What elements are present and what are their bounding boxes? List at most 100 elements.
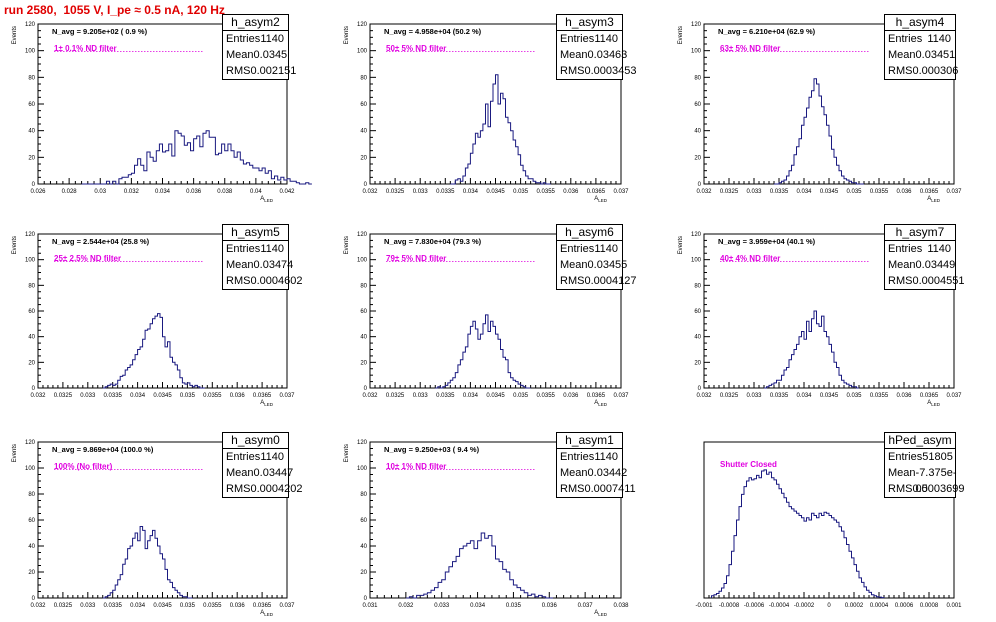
stat-row: Entries 1140 <box>885 241 955 257</box>
stats-box-h_asym6: h_asym6 Entries 1140 Mean 0.03455 RMS 0.000412… <box>556 224 636 290</box>
x-tick-label: 0.033 <box>80 603 96 609</box>
x-tick-label: 0.033 <box>413 393 429 399</box>
y-tick-label: 0 <box>32 596 36 602</box>
x-tick-label: 0.033 <box>434 603 450 609</box>
stat-value: 0.0004602 <box>250 275 303 287</box>
x-tick-label: 0.034 <box>796 189 812 195</box>
stat-key: Entries <box>560 243 595 255</box>
x-tick-label: 0.0345 <box>153 393 172 399</box>
stat-row: Entries 1140 <box>223 31 288 47</box>
y-tick-label: 80 <box>360 492 367 498</box>
stats-box-h_asym7: h_asym7 Entries 1140 Mean 0.03449 RMS 0.000455… <box>884 224 964 290</box>
x-tick-label: 0.0345 <box>486 393 505 399</box>
stat-row: Entries 1140 <box>557 241 622 257</box>
x-tick-label: 0.038 <box>217 189 233 195</box>
y-tick-label: 80 <box>28 283 35 289</box>
stats-box-h_asym0: h_asym0 Entries 1140 Mean 0.03447 RMS 0.000420… <box>222 432 302 498</box>
histogram-line <box>405 532 553 599</box>
x-tick-label: 0.0365 <box>253 393 272 399</box>
histogram-panel-h_asym1: 0.031 0.032 0.033 0.034 0.035 0.036 0.037 0.038… <box>344 440 629 617</box>
filter-label: 63± 5% ND filter <box>720 44 780 53</box>
x-tick-label: 0.036 <box>896 189 912 195</box>
x-tick-label: 0.0325 <box>54 603 73 609</box>
y-tick-label: 40 <box>28 335 35 341</box>
stat-value: 0.0003453 <box>584 65 637 77</box>
stat-value: 0.000306 <box>912 65 959 77</box>
filter-label: 10± 1% ND filter <box>386 462 446 471</box>
x-tick-label: 0.032 <box>124 189 140 195</box>
x-tick-label: 0.034 <box>463 393 479 399</box>
x-tick-label: 0.032 <box>30 603 46 609</box>
stat-row: RMS 0.0003453 <box>557 63 636 79</box>
x-tick-label: 0.042 <box>279 189 295 195</box>
x-tick-label: 0.0325 <box>386 393 405 399</box>
y-tick-label: 120 <box>357 232 368 238</box>
stat-row: RMS 0.000306 <box>885 63 959 79</box>
y-tick-label: 60 <box>360 518 367 524</box>
y-tick-label: 40 <box>694 335 701 341</box>
y-tick-label: 120 <box>25 232 36 238</box>
y-tick-label: 20 <box>28 570 35 576</box>
stat-row: Entries 1140 <box>557 31 622 47</box>
histogram-name: h_asym0 <box>223 433 288 449</box>
navg-label: N_avg = 9.250e+03 ( 9.4 %) <box>384 445 480 454</box>
y-tick-label: 0 <box>32 386 36 392</box>
y-tick-label: 40 <box>694 129 701 135</box>
y-tick-label: 120 <box>25 440 36 446</box>
y-tick-label: 20 <box>360 570 367 576</box>
x-tick-label: 0.033 <box>413 189 429 195</box>
x-tick-label: 0.0345 <box>486 189 505 195</box>
stats-box-hPed_asym: hPed_asym Entries 51805 Mean -7.375e-05 RMS 0.… <box>884 432 964 498</box>
y-tick-label: 20 <box>360 155 367 161</box>
x-tick-label: 0.034 <box>470 603 486 609</box>
stat-value: 1140 <box>927 33 951 45</box>
stat-value: 0.03449 <box>915 259 956 271</box>
histogram-name: h_asym5 <box>223 225 288 241</box>
histogram-panel-h_asym7: 0.032 0.0325 0.033 0.0335 0.034 0.0345 0.035 0.… <box>678 232 962 407</box>
y-axis-label: Events <box>678 236 684 254</box>
navg-label: N_avg = 7.830e+04 (79.3 %) <box>384 237 482 246</box>
y-tick-label: 0 <box>698 386 702 392</box>
stat-key: RMS <box>226 65 251 77</box>
histogram-panel-h_asym3: 0.032 0.0325 0.033 0.0335 0.034 0.0345 0.035 0.… <box>344 22 629 203</box>
y-tick-label: 100 <box>691 49 702 55</box>
histogram-line <box>711 469 885 599</box>
x-tick-label: 0.037 <box>946 393 962 399</box>
x-tick-label: 0.0355 <box>870 189 889 195</box>
x-tick-label: 0.036 <box>896 393 912 399</box>
x-tick-label: 0.0325 <box>720 189 739 195</box>
stats-box-h_asym1: h_asym1 Entries 1140 Mean 0.03442 RMS 0.000741… <box>556 432 636 498</box>
stat-value: 0.0345 <box>253 49 288 61</box>
y-tick-label: 20 <box>28 360 35 366</box>
stat-row: RMS 0.0007411 <box>557 481 636 497</box>
stat-value: 1140 <box>927 243 951 255</box>
stat-key: RMS <box>560 275 585 287</box>
x-tick-label: -0.0002 <box>794 603 815 609</box>
x-tick-label: 0.0325 <box>386 189 405 195</box>
stat-value: -7.375e-05 <box>915 467 957 495</box>
histogram-line <box>435 314 531 389</box>
x-tick-label: 0.001 <box>946 603 962 609</box>
stat-key: Mean <box>226 259 254 271</box>
stat-row: RMS 0.0004202 <box>223 481 302 497</box>
stat-key: Mean <box>560 259 588 271</box>
stat-value: 0.002151 <box>250 65 297 77</box>
histogram-name: h_asym6 <box>557 225 622 241</box>
x-tick-label: 0.034 <box>130 393 146 399</box>
stat-key: RMS <box>888 65 913 77</box>
stat-value: 0.03451 <box>915 49 956 61</box>
histogram-panel-h_asym5: 0.032 0.0325 0.033 0.0335 0.034 0.0345 0.035 0.… <box>12 232 295 407</box>
stat-row: RMS 0.0004127 <box>557 273 636 289</box>
x-tick-label: 0.0345 <box>153 603 172 609</box>
stat-value: 1140 <box>594 33 618 45</box>
x-tick-label: 0.035 <box>180 393 196 399</box>
stat-value: 1140 <box>594 243 618 255</box>
y-axis-label: Events <box>344 444 350 462</box>
x-tick-label: 0.04 <box>250 189 262 195</box>
y-tick-label: 100 <box>357 49 368 55</box>
filter-label: 1± 0.1% ND filter <box>54 44 117 53</box>
x-tick-label: 0.0345 <box>820 189 839 195</box>
stat-value: 1140 <box>260 451 284 463</box>
x-tick-label: 0.034 <box>130 603 146 609</box>
stat-value: 0.0004127 <box>584 275 637 287</box>
